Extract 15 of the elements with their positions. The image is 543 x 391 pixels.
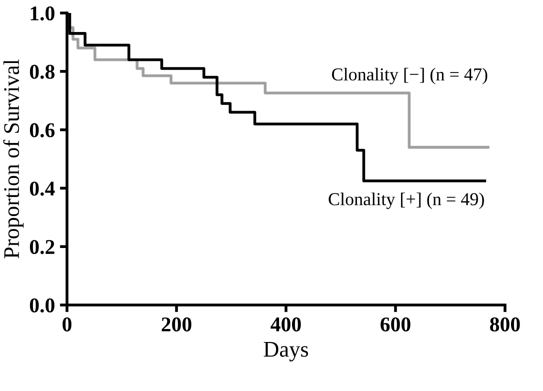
x-tick-label: 0 [62, 317, 72, 332]
y-tick-label: 0.8 [30, 64, 55, 79]
x-axis-title: Days [264, 342, 308, 362]
x-tick-label: 600 [380, 317, 410, 332]
x-tick-label: 400 [270, 317, 301, 332]
series-label: Clonality [−] (n = 47) [332, 68, 488, 84]
x-tick-label: 200 [162, 317, 192, 332]
y-tick-label: 1.0 [30, 6, 54, 21]
y-tick-label: 0.6 [30, 123, 55, 138]
x-tick-label: 800 [490, 317, 520, 332]
y-tick-label: 0.0 [30, 298, 54, 313]
y-tick-label: 0.4 [30, 182, 55, 196]
y-tick-label: 0.2 [30, 240, 54, 254]
series-label: Clonality [+] (n = 49) [328, 192, 484, 210]
y-axis-title: Proportion of Survival [3, 59, 24, 258]
